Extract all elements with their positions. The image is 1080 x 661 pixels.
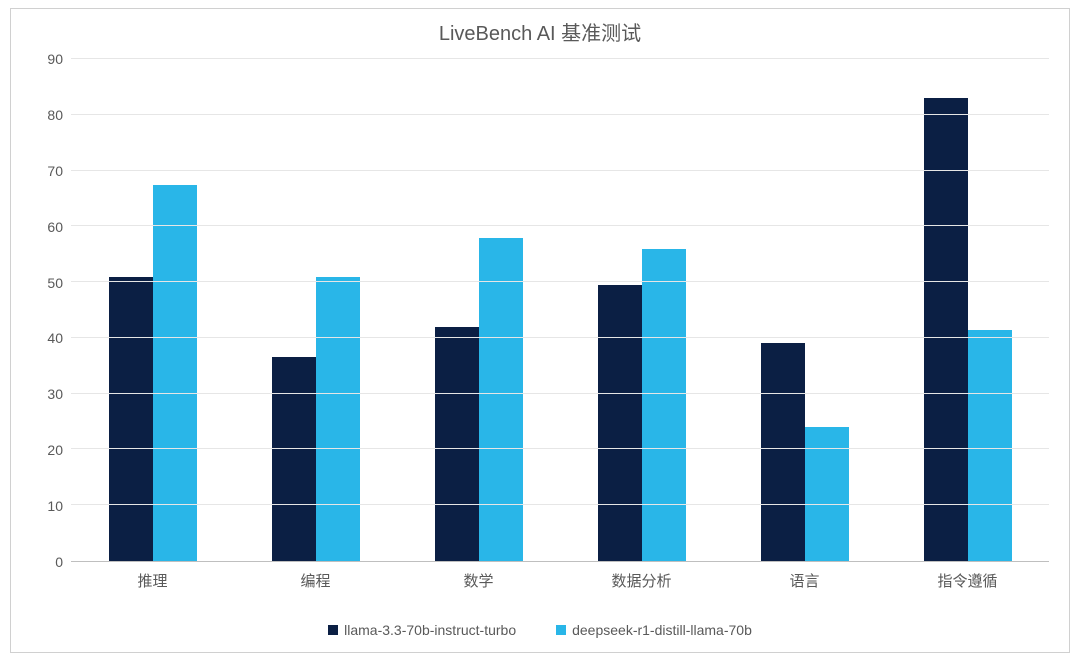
bar-fill <box>761 343 805 561</box>
y-tick-label: 0 <box>55 554 63 570</box>
legend: llama-3.3-70b-instruct-turbo deepseek-r1-… <box>11 622 1069 638</box>
bar-group <box>234 59 397 561</box>
y-tick-label: 40 <box>47 330 63 346</box>
bar-fill <box>968 330 1012 561</box>
x-tick-label: 指令遵循 <box>886 570 1049 594</box>
chart-title: LiveBench AI 基准测试 <box>11 9 1069 46</box>
bar <box>435 59 479 561</box>
y-axis: 0102030405060708090 <box>31 59 71 562</box>
plot-wrap: 0102030405060708090 <box>31 59 1049 562</box>
bar <box>598 59 642 561</box>
bar <box>479 59 523 561</box>
x-tick-label: 推理 <box>71 570 234 594</box>
bar-fill <box>805 427 849 561</box>
bar-fill <box>316 277 360 561</box>
bar <box>642 59 686 561</box>
y-tick-label: 80 <box>47 107 63 123</box>
gridline <box>71 393 1049 394</box>
x-tick-label: 数学 <box>397 570 560 594</box>
legend-swatch <box>556 625 566 635</box>
x-tick-label: 语言 <box>723 570 886 594</box>
y-tick-label: 30 <box>47 386 63 402</box>
bar-groups <box>71 59 1049 561</box>
gridline <box>71 170 1049 171</box>
y-tick-label: 20 <box>47 442 63 458</box>
gridline <box>71 504 1049 505</box>
y-tick-label: 10 <box>47 498 63 514</box>
legend-swatch <box>328 625 338 635</box>
bar-fill <box>109 277 153 561</box>
y-tick-label: 50 <box>47 275 63 291</box>
bar <box>761 59 805 561</box>
gridline <box>71 448 1049 449</box>
legend-item: llama-3.3-70b-instruct-turbo <box>328 622 516 638</box>
bar <box>968 59 1012 561</box>
bar <box>272 59 316 561</box>
bar <box>109 59 153 561</box>
plot-area <box>71 59 1049 562</box>
bar-group <box>886 59 1049 561</box>
bar-group <box>723 59 886 561</box>
bar-fill <box>642 249 686 561</box>
bar-fill <box>272 357 316 561</box>
gridline <box>71 225 1049 226</box>
gridline <box>71 337 1049 338</box>
legend-item: deepseek-r1-distill-llama-70b <box>556 622 752 638</box>
bar-group <box>71 59 234 561</box>
bar <box>805 59 849 561</box>
gridline <box>71 114 1049 115</box>
bar <box>924 59 968 561</box>
bar <box>153 59 197 561</box>
bar-fill <box>479 238 523 562</box>
chart-frame: LiveBench AI 基准测试 0 10 20 30 40 50 60 70 80 90 推理… <box>10 8 1070 653</box>
y-tick-label: 90 <box>47 51 63 67</box>
legend-label: deepseek-r1-distill-llama-70b <box>572 622 752 638</box>
x-tick-label: 数据分析 <box>560 570 723 594</box>
bar-fill <box>598 285 642 561</box>
y-tick-label: 60 <box>47 219 63 235</box>
bar-group <box>397 59 560 561</box>
x-tick-label: 编程 <box>234 570 397 594</box>
gridline <box>71 58 1049 59</box>
y-tick-label: 70 <box>47 163 63 179</box>
legend-label: llama-3.3-70b-instruct-turbo <box>344 622 516 638</box>
bar-fill <box>924 98 968 561</box>
x-axis-labels: 推理编程数学数据分析语言指令遵循 <box>71 570 1049 594</box>
bar-group <box>560 59 723 561</box>
bar-fill <box>435 327 479 561</box>
gridline <box>71 281 1049 282</box>
bar <box>316 59 360 561</box>
